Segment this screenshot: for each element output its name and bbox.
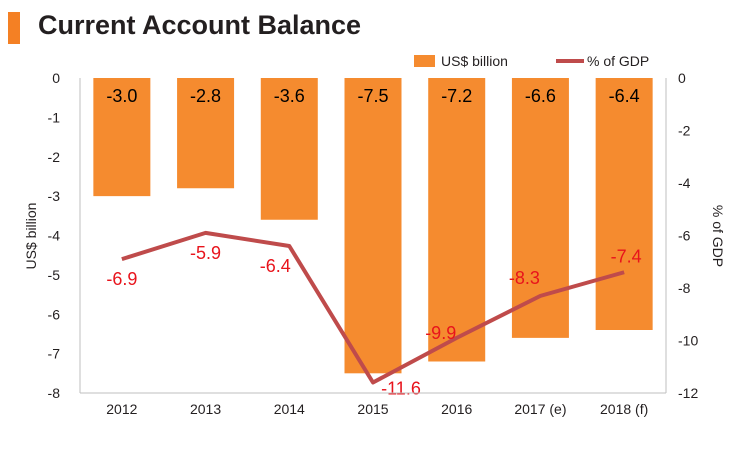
bar-data-label: -6.4 [609, 86, 640, 106]
y2-tick-label: -4 [678, 175, 691, 191]
y2-tick-label: -2 [678, 123, 691, 139]
y-axis-title: US$ billion [23, 203, 39, 270]
bar [260, 78, 318, 220]
x-tick-label: 2018 (f) [600, 401, 648, 417]
y2-tick-label: -10 [678, 333, 698, 349]
bar [177, 78, 235, 189]
bar [428, 78, 486, 362]
bar-data-label: -3.0 [106, 86, 137, 106]
bar-data-label: -2.8 [190, 86, 221, 106]
bar [93, 78, 151, 197]
line-data-label: -6.9 [106, 269, 137, 289]
bar [511, 78, 569, 338]
legend-swatch-bar [414, 55, 435, 67]
x-tick-label: 2016 [441, 401, 472, 417]
x-tick-label: 2017 (e) [514, 401, 566, 417]
y2-tick-label: 0 [678, 70, 686, 86]
legend-label-line: % of GDP [587, 53, 649, 69]
x-tick-label: 2012 [106, 401, 137, 417]
line-data-label: -6.4 [260, 256, 291, 276]
y2-tick-label: -8 [678, 280, 691, 296]
title-accent-bar [8, 12, 20, 44]
legend-label-bar: US$ billion [441, 53, 508, 69]
x-tick-label: 2015 [357, 401, 388, 417]
y-tick-label: -2 [48, 149, 61, 165]
line-data-label: -5.9 [190, 243, 221, 263]
x-tick-label: 2014 [274, 401, 305, 417]
legend: US$ billion % of GDP [414, 53, 649, 69]
line-data-label: -7.4 [611, 246, 642, 266]
y-tick-label: 0 [52, 70, 60, 86]
bar-data-label: -3.6 [274, 86, 305, 106]
y-tick-label: -8 [48, 385, 61, 401]
line-data-label: -8.3 [509, 268, 540, 288]
y-tick-label: -7 [48, 346, 61, 362]
y2-axis-title: % of GDP [710, 205, 726, 267]
y-tick-label: -6 [48, 306, 61, 322]
y-tick-label: -3 [48, 188, 61, 204]
y-tick-label: -4 [48, 228, 61, 244]
series-line [121, 230, 625, 385]
bar-data-label: -7.2 [441, 86, 472, 106]
bar [595, 78, 653, 330]
chart-title: Current Account Balance [38, 10, 362, 40]
bar-data-label: -7.5 [357, 86, 388, 106]
y-tick-label: -5 [48, 267, 61, 283]
x-tick-label: 2013 [190, 401, 221, 417]
bar-data-label: -6.6 [525, 86, 556, 106]
bar [344, 78, 402, 374]
line-data-label: -11.6 [381, 379, 421, 399]
y2-tick-label: -12 [678, 385, 698, 401]
y-tick-label: -1 [48, 109, 61, 125]
y2-tick-label: -6 [678, 228, 691, 244]
line-data-label: -9.9 [425, 323, 456, 343]
